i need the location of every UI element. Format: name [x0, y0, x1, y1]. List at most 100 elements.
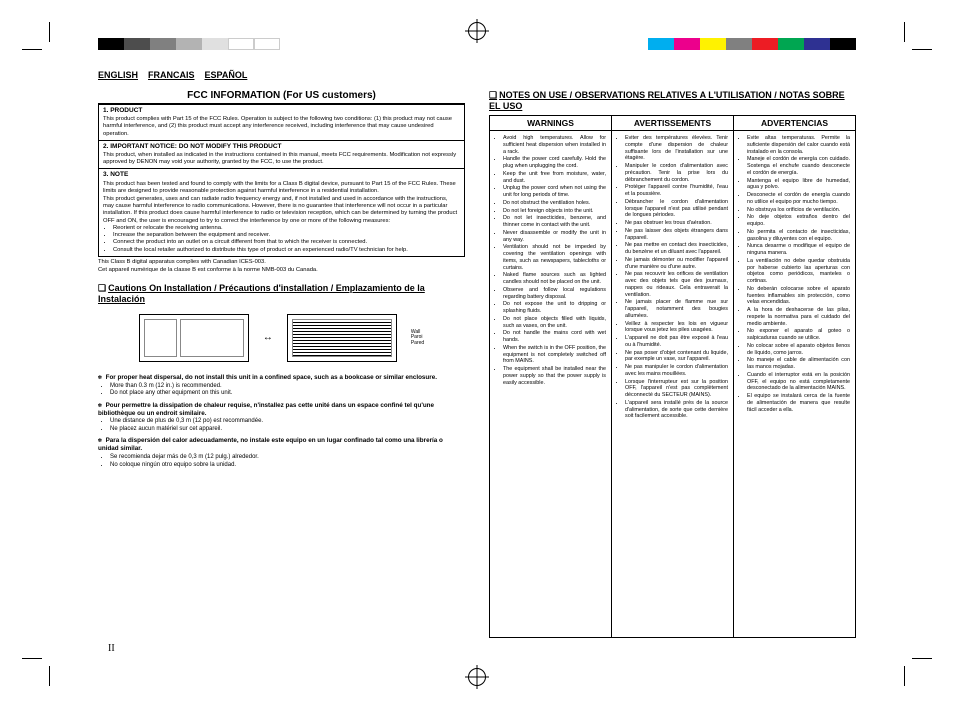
- list-item: Ne placez aucun matériel sur cet apparei…: [110, 426, 465, 434]
- list-item: Cuando el interruptor está en la posició…: [747, 372, 850, 392]
- list-item: Observe and follow local regulations reg…: [503, 287, 606, 301]
- cautions-heading: ❏Cautions On Installation / Précautions …: [98, 283, 465, 304]
- list-item: El equipo se instalará cerca de la fuent…: [747, 393, 850, 413]
- fcc-sec3-list: Reorient or relocate the receiving anten…: [103, 225, 460, 254]
- list-item: Keep the unit free from moisture, water,…: [503, 171, 606, 185]
- fcc-sec3-head: 3. NOTE: [103, 171, 460, 179]
- list-item: Do not place objects filled with liquids…: [503, 316, 606, 330]
- caution-en-lead: For proper heat dispersal, do not instal…: [106, 374, 437, 381]
- list-item: No coloque ningún otro equipo sobre la u…: [110, 462, 465, 470]
- crop-mark: [912, 658, 932, 659]
- list-item: L'appareil sera installé près de la sour…: [625, 400, 728, 420]
- list-item: Ne pas poser d'objet contenant du liquid…: [625, 350, 728, 364]
- list-item: La ventilación no debe quedar obstruida …: [747, 258, 850, 285]
- list-item: A la hora de deshacerse de las pilas, re…: [747, 307, 850, 327]
- list-item: No exponer el aparato al goteo o salpica…: [747, 328, 850, 342]
- list-item: Veillez à respecter les lois en vigueur …: [625, 321, 728, 335]
- fcc-sec3-text1: This product has been tested and found t…: [103, 181, 460, 195]
- color-bar-right: [648, 38, 856, 50]
- list-item: Lorsque l'interrupteur est sur la positi…: [625, 379, 728, 399]
- list-item: Débrancher le cordon d'alimentation lors…: [625, 199, 728, 219]
- fcc-sec3-text2: This product generates, uses and can rad…: [103, 196, 460, 225]
- list-item: Naked flame sources such as lighted cand…: [503, 272, 606, 286]
- fcc-sec1-head: 1. PRODUCT: [103, 107, 460, 115]
- list-item: Desconecte el cordón de energía cuando n…: [747, 192, 850, 206]
- list-item: Ne jamais placer de flamme nue sur l'app…: [625, 299, 728, 319]
- fcc-box: 1. PRODUCT This product complies with Pa…: [98, 104, 465, 257]
- list-item: Reorient or relocate the receiving anten…: [113, 225, 460, 232]
- list-item: Ne pas obstruer les trous d'aération.: [625, 220, 728, 227]
- installation-diagrams: ↔ Wall Paroi Pared: [98, 314, 465, 362]
- lang-tab: ENGLISH: [98, 70, 138, 80]
- list-item: Manipuler le cordon d'alimentation avec …: [625, 163, 728, 183]
- crop-mark: [22, 49, 42, 50]
- list-item: Consult the local retailer authorized to…: [113, 247, 460, 254]
- crop-mark: [22, 658, 42, 659]
- language-tabs: ENGLISHFRANCAISESPAÑOL: [98, 70, 247, 80]
- list-item: Increase the separation between the equi…: [113, 232, 460, 239]
- crop-mark: [904, 22, 905, 42]
- list-item: Protéger l'appareil contre l'humidité, l…: [625, 184, 728, 198]
- list-item: The equipment shall be installed near th…: [503, 366, 606, 386]
- cautions-heading-text: Cautions On Installation / Précautions d…: [98, 283, 425, 304]
- color-bar-left: [98, 38, 280, 50]
- list-item: Ventilation should not be impeded by cov…: [503, 244, 606, 271]
- list-item: Evite altas temperaturas. Permite la suf…: [747, 135, 850, 155]
- list-item: Do not let insecticides, benzene, and th…: [503, 215, 606, 229]
- list-item: Avoid high temperatures. Allow for suffi…: [503, 135, 606, 155]
- advertencias-col-title: ADVERTENCIAS: [734, 116, 855, 131]
- list-item: Do not obstruct the ventilation holes.: [503, 200, 606, 207]
- fcc-sec2-text: This product, when installed as indicate…: [103, 152, 460, 166]
- list-item: Do not place any other equipment on this…: [110, 390, 465, 398]
- list-item: Maneje el cordón de energía con cuidado.…: [747, 156, 850, 176]
- list-item: No deberán colocarse sobre el aparato fu…: [747, 286, 850, 306]
- crop-mark: [912, 49, 932, 50]
- crop-mark: [49, 666, 50, 686]
- fcc-title: FCC INFORMATION (For US customers): [98, 90, 465, 104]
- list-item: Unplug the power cord when not using the…: [503, 185, 606, 199]
- list-item: Se recomienda dejar más de 0,3 m (12 pul…: [110, 454, 465, 462]
- arrow-icon: ↔: [263, 332, 273, 343]
- caution-text-block: ✽ For proper heat dispersal, do not inst…: [98, 370, 465, 469]
- list-item: Une distance de plus de 0,3 m (12 po) es…: [110, 418, 465, 426]
- list-item: Eviter des températures élevées. Tenir c…: [625, 135, 728, 162]
- avertissements-col-title: AVERTISSEMENTS: [612, 116, 733, 131]
- fcc-footnote-1: This Class B digital apparatus complies …: [98, 259, 465, 265]
- list-item: Do not let foreign objects into the unit…: [503, 208, 606, 215]
- list-item: Mantenga el equipo libre de humedad, agu…: [747, 178, 850, 192]
- crop-mark: [904, 666, 905, 686]
- wall-label: Wall Paroi Pared: [411, 330, 424, 347]
- list-item: Nunca desarme o modifique el equipo de n…: [747, 243, 850, 257]
- list-item: No deje objetos extraños dentro del equi…: [747, 214, 850, 228]
- registration-mark: [468, 668, 486, 686]
- list-item: Ne pas recouvrir les orifices de ventila…: [625, 271, 728, 298]
- list-item: Do not expose the unit to dripping or sp…: [503, 301, 606, 315]
- list-item: No maneje el cable de alimentación con l…: [747, 357, 850, 371]
- list-item: No permita el contacto de insecticidas, …: [747, 229, 850, 243]
- list-item: L'appareil ne doit pas être exposé à l'e…: [625, 335, 728, 349]
- warnings-table: WARNINGS Avoid high temperatures. Allow …: [489, 115, 856, 638]
- fcc-sec2-head: 2. IMPORTANT NOTICE: DO NOT MODIFY THIS …: [103, 143, 460, 151]
- list-item: Ne pas manipuler le cordon d'alimentatio…: [625, 364, 728, 378]
- list-item: Ne pas laisser des objets étrangers dans…: [625, 228, 728, 242]
- notes-heading-text: NOTES ON USE / OBSERVATIONS RELATIVES A …: [489, 90, 845, 111]
- list-item: Ne pas mettre en contact des insecticide…: [625, 242, 728, 256]
- device-front-diagram: [139, 314, 249, 362]
- list-item: Never disassemble or modify the unit in …: [503, 230, 606, 244]
- page-number: II: [108, 643, 115, 654]
- list-item: No obstruya los orificios de ventilación…: [747, 207, 850, 214]
- list-item: More than 0.3 m (12 in.) is recommended.: [110, 383, 465, 391]
- crop-mark: [49, 22, 50, 42]
- registration-mark: [468, 22, 486, 40]
- list-item: Handle the power cord carefully. Hold th…: [503, 156, 606, 170]
- list-item: Do not handle the mains cord with wet ha…: [503, 330, 606, 344]
- lang-tab: FRANCAIS: [148, 70, 195, 80]
- caution-fr-lead: Pour permettre la dissipation de chaleur…: [98, 402, 434, 417]
- notes-heading: ❏NOTES ON USE / OBSERVATIONS RELATIVES A…: [489, 90, 856, 111]
- list-item: Ne jamais démonter ou modifier l'apparei…: [625, 257, 728, 271]
- warnings-col-title: WARNINGS: [490, 116, 611, 131]
- device-side-diagram: [287, 314, 397, 362]
- list-item: Connect the product into an outlet on a …: [113, 239, 460, 246]
- list-item: When the switch is in the OFF position, …: [503, 345, 606, 365]
- fcc-footnote-2: Cet appareil numérique de la classe B es…: [98, 267, 465, 273]
